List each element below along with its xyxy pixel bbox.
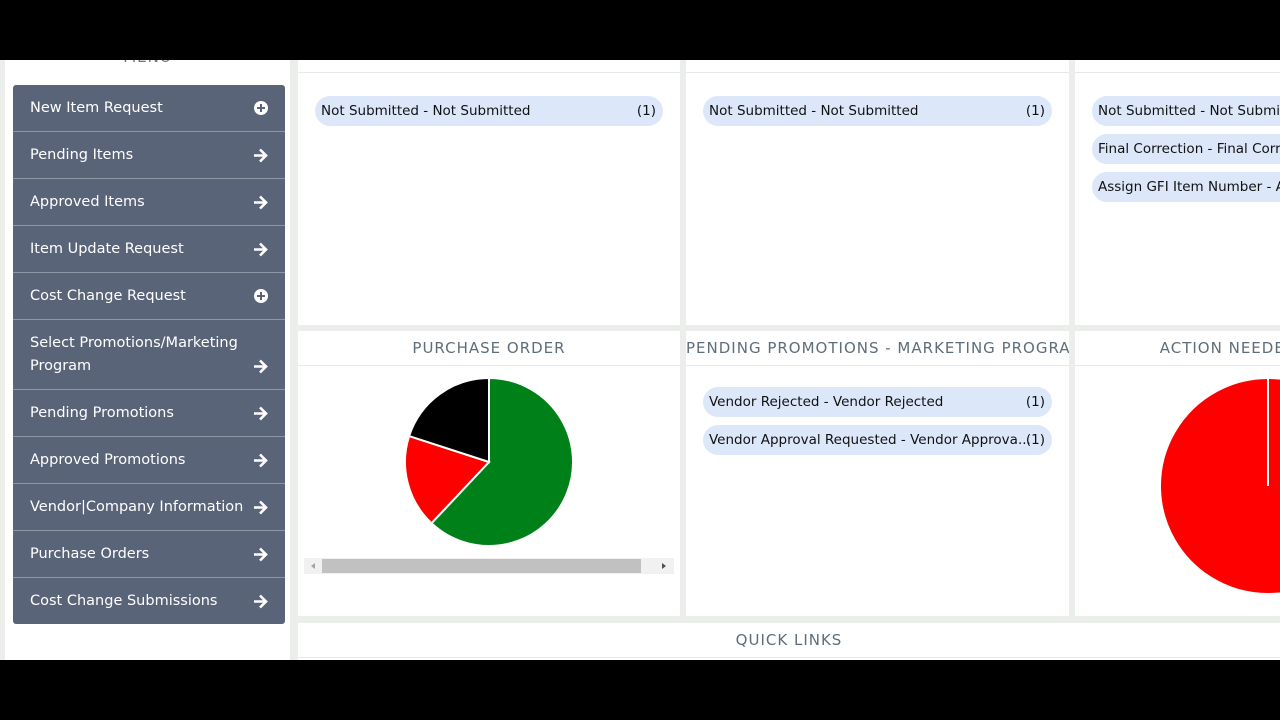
icon-arrow (254, 359, 268, 374)
status-count: (1) (1025, 103, 1045, 119)
panel-title: ACTION NEEDED - MARKE (1075, 331, 1280, 366)
menu-item[interactable]: Cost Change Submissions (13, 578, 285, 624)
icon-arrow (254, 148, 268, 163)
status-label: Not Submitted - Not Submitted (709, 103, 919, 119)
menu-item[interactable]: New Item Request (13, 85, 285, 132)
menu-label: Vendor|Company Information (30, 499, 244, 515)
panel: ITEM UPDATENot Submitted - Not Submitted… (686, 38, 1069, 325)
icon-arrow (254, 406, 268, 421)
panel-title: PURCHASE ORDER (298, 331, 680, 366)
status-count: (1) (636, 103, 656, 119)
arrow-icon (254, 547, 268, 562)
icon-arrow (254, 500, 268, 515)
icon-arrow (254, 242, 268, 257)
pie-slice[interactable] (407, 376, 490, 464)
pie-chart (1159, 377, 1280, 595)
status-label: Assign GFI Item Number - Ass (1098, 179, 1280, 195)
icon-arrow (254, 547, 268, 562)
arrow-icon (254, 406, 268, 421)
status-count: (1) (1025, 432, 1045, 448)
panel: PENDING PROMOTIONS - MARKETING PROGRA...… (686, 331, 1069, 616)
panel: NEW ITEMNot Submitted - Not SubmittedFin… (1075, 38, 1280, 325)
status-label: Vendor Rejected - Vendor Rejected (709, 394, 944, 410)
status-pill[interactable]: Final Correction - Final Correc (1092, 134, 1280, 164)
arrow-icon (254, 453, 268, 468)
arrow-icon (254, 359, 268, 374)
menu-label: Pending Promotions (30, 405, 174, 421)
icon-plus (257, 104, 265, 112)
pie-slice[interactable] (404, 434, 491, 525)
menu-item[interactable]: Select Promotions/Marketing Program (13, 320, 285, 390)
menu-item[interactable]: Purchase Orders (13, 531, 285, 578)
status-list: Not Submitted - Not Submitted (1) (298, 73, 680, 126)
status-list: Vendor Rejected - Vendor Rejected (1) Vend… (686, 366, 1069, 455)
icon-arrow (254, 594, 268, 609)
status-pill[interactable]: Vendor Approval Requested - Vendor Appro… (703, 425, 1052, 455)
menu-item[interactable]: Pending Items (13, 132, 285, 179)
status-pill[interactable]: Not Submitted - Not Submitted (1092, 96, 1280, 126)
pie-slice[interactable] (430, 376, 574, 547)
menu-item[interactable]: Cost Change Request (13, 273, 285, 320)
icon-arrow (254, 453, 268, 468)
icon-arrow (254, 195, 268, 210)
menu-label: Cost Change Submissions (30, 593, 218, 609)
menu-label: Item Update Request (30, 241, 184, 257)
status-count: (1) (1025, 394, 1045, 410)
plus-icon (254, 289, 268, 303)
status-label: Vendor Approval Requested - Vendor Appro… (709, 432, 1031, 448)
arrow-icon (254, 242, 268, 257)
panel: COST CHANGENot Submitted - Not Submitted… (298, 38, 680, 325)
menu-item[interactable]: Approved Promotions (13, 437, 285, 484)
menu-label: Cost Change Request (30, 288, 186, 304)
status-pill[interactable]: Not Submitted - Not Submitted (1) (703, 96, 1052, 126)
status-list: Not Submitted - Not Submitted (1) (686, 73, 1069, 126)
status-list: Not Submitted - Not Submitted Final Corre… (1075, 73, 1280, 202)
arrow-icon (254, 594, 268, 609)
quick-links-title: QUICK LINKS (298, 623, 1280, 658)
scroll-left[interactable] (311, 563, 315, 569)
icon-plus (257, 292, 265, 300)
menu-label: Select Promotions/Marketing Program (30, 335, 238, 374)
menu-item[interactable]: Pending Promotions (13, 390, 285, 437)
status-label: Not Submitted - Not Submitted (321, 103, 531, 119)
plus-icon (254, 101, 268, 115)
letterbox-bottom (0, 660, 1280, 720)
panel: PURCHASE ORDER (298, 331, 680, 616)
menu-item[interactable]: Approved Items (13, 179, 285, 226)
scrollbar-thumb[interactable] (322, 559, 641, 573)
menu: New Item Request Pending Items Approved It… (13, 85, 285, 624)
menu-item[interactable]: Item Update Request (13, 226, 285, 273)
menu-label: Purchase Orders (30, 546, 150, 562)
arrow-icon (254, 148, 268, 163)
scroll-right[interactable] (662, 563, 666, 569)
arrow-icon (254, 195, 268, 210)
pie-slice[interactable] (1159, 377, 1280, 595)
menu-label: Approved Promotions (30, 452, 186, 468)
panel-title: PENDING PROMOTIONS - MARKETING PROGRA... (686, 331, 1069, 366)
menu-label: New Item Request (30, 100, 163, 116)
status-label: Not Submitted - Not Submitted (1098, 103, 1280, 119)
panel: ACTION NEEDED - MARKE (1075, 331, 1280, 616)
menu-item[interactable]: Vendor|Company Information (13, 484, 285, 531)
status-label: Final Correction - Final Correc (1098, 141, 1280, 157)
pie-chart (304, 376, 674, 574)
status-pill[interactable]: Not Submitted - Not Submitted (1) (315, 96, 663, 126)
menu-label: Approved Items (30, 194, 145, 210)
status-pill[interactable]: Assign GFI Item Number - Ass (1092, 172, 1280, 202)
status-pill[interactable]: Vendor Rejected - Vendor Rejected (1) (703, 387, 1052, 417)
letterbox-top (0, 0, 1280, 60)
arrow-icon (254, 500, 268, 515)
menu-label: Pending Items (30, 147, 134, 163)
